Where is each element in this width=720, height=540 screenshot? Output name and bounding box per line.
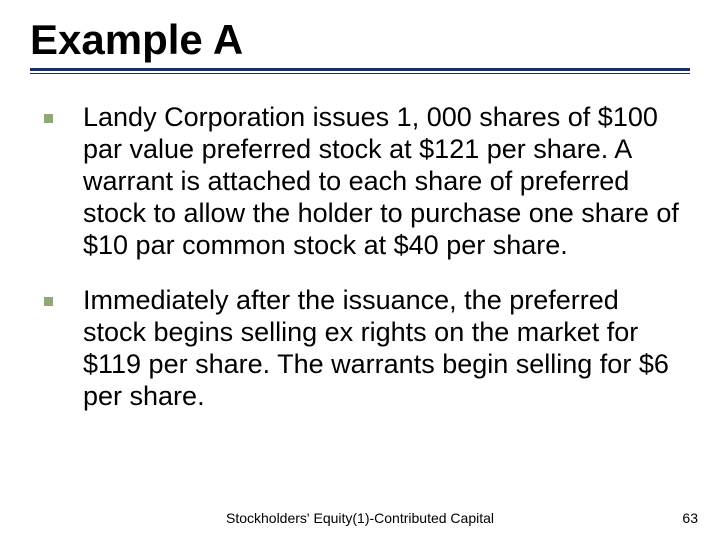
bullet-marker-icon bbox=[44, 297, 53, 306]
bullet-item: Immediately after the issuance, the pref… bbox=[44, 285, 682, 412]
bullet-marker-icon bbox=[44, 114, 53, 123]
bullet-text: Landy Corporation issues 1, 000 shares o… bbox=[83, 102, 682, 261]
page-number: 63 bbox=[682, 510, 698, 526]
slide-footer: Stockholders' Equity(1)-Contributed Capi… bbox=[0, 510, 720, 526]
slide-title: Example A bbox=[30, 18, 690, 62]
title-underline bbox=[30, 68, 690, 74]
footer-text: Stockholders' Equity(1)-Contributed Capi… bbox=[226, 510, 494, 526]
bullet-item: Landy Corporation issues 1, 000 shares o… bbox=[44, 102, 682, 261]
underline-thin bbox=[30, 73, 690, 74]
underline-thick bbox=[30, 68, 690, 71]
slide-content: Landy Corporation issues 1, 000 shares o… bbox=[30, 102, 690, 413]
slide-container: Example A Landy Corporation issues 1, 00… bbox=[0, 0, 720, 540]
bullet-text: Immediately after the issuance, the pref… bbox=[83, 285, 682, 412]
